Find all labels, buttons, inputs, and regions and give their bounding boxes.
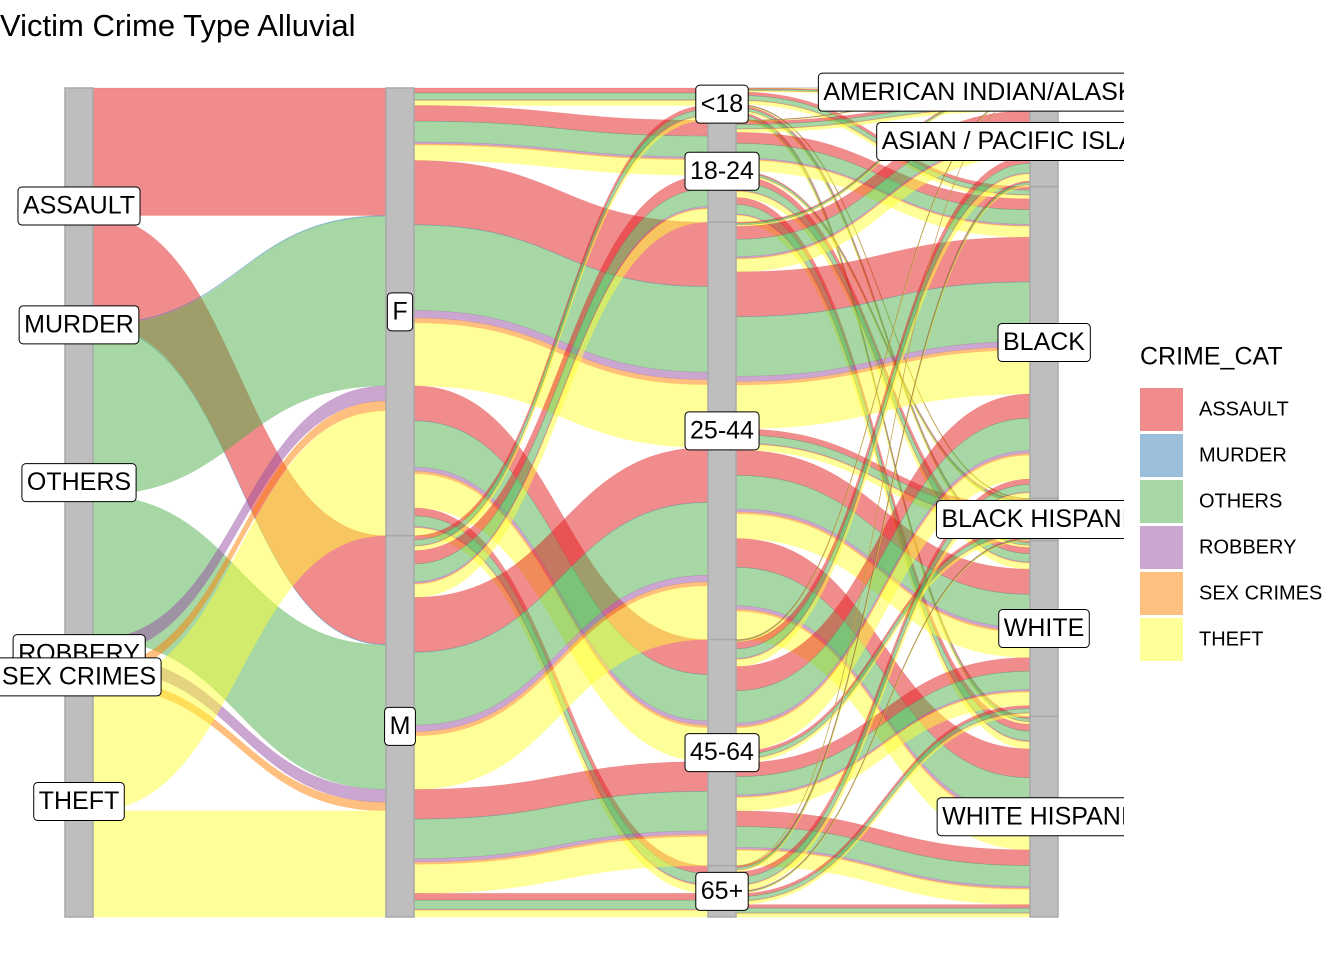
- stratum-label: ASIAN / PACIFIC ISLANDER: [876, 121, 1207, 161]
- legend-title: CRIME_CAT: [1140, 343, 1283, 371]
- stratum-label: F: [386, 292, 414, 332]
- stratum-label-text: AMERICAN INDIAN/ALASKAN NATIVE: [823, 78, 1264, 106]
- stratum-label-text: M: [390, 712, 411, 740]
- label-box: [386, 292, 414, 332]
- stratum-label: 45-64: [684, 733, 760, 773]
- stratum-label-text: 25-44: [690, 416, 754, 444]
- chart-title: Victim Crime Type Alluvial: [0, 8, 355, 43]
- stratum-label: 18-24: [684, 151, 760, 191]
- label-box: [695, 871, 749, 911]
- legend: ASSAULT MURDER OTHERS ROBBERY SEX CRIMES THEF…: [1140, 388, 1322, 661]
- label-box: [998, 609, 1090, 649]
- stratum-label-text: 65+: [701, 877, 743, 905]
- stratum-label-text: WHITE: [1004, 614, 1085, 642]
- stratum-label: THEFT: [33, 781, 125, 821]
- flow: [413, 893, 709, 901]
- legend-label: MURDER: [1199, 444, 1287, 466]
- label-box: [684, 411, 760, 451]
- flow: [413, 92, 709, 100]
- label-box: [17, 186, 141, 226]
- label-box: [18, 305, 140, 345]
- legend-swatch: [1140, 434, 1183, 477]
- label-box: [33, 781, 125, 821]
- label-box: [684, 733, 760, 773]
- label-box: [936, 797, 1124, 837]
- stratum-label-text: WHITE HISPANIC: [942, 802, 1146, 830]
- legend-label: ROBBERY: [1199, 536, 1296, 558]
- stratum-label-text: OTHERS: [27, 468, 131, 496]
- stratum-label: 65+: [695, 871, 749, 911]
- stratum-label-text: F: [392, 297, 407, 325]
- label-box: [384, 706, 416, 746]
- flow: [413, 910, 709, 918]
- stratum-label: MURDER: [18, 305, 140, 345]
- flow: [735, 907, 1031, 914]
- legend-label: ASSAULT: [1199, 398, 1289, 420]
- legend-swatch: [1140, 618, 1183, 661]
- stratum-label-text: BLACK HISPANIC: [941, 505, 1146, 533]
- label-box: [21, 463, 137, 503]
- label-box: [0, 657, 162, 697]
- stratum-label: WHITE: [998, 609, 1090, 649]
- label-box: [997, 323, 1091, 363]
- stratum-label-text: BLACK: [1003, 328, 1085, 356]
- flow: [735, 913, 1031, 918]
- legend-swatch: [1140, 572, 1183, 615]
- stratum-label: WHITE HISPANIC: [936, 797, 1146, 837]
- stratum-label: 25-44: [684, 411, 760, 451]
- legend-label: SEX CRIMES: [1199, 582, 1322, 604]
- label-box: [695, 84, 749, 124]
- stratum-label-text: 18-24: [690, 157, 754, 185]
- label-box: [684, 151, 760, 191]
- label-box: [935, 499, 1124, 539]
- label-box: [817, 72, 1124, 112]
- stratum-label: OTHERS: [21, 463, 137, 503]
- stratum-label-text: ASSAULT: [23, 192, 135, 220]
- flow: [735, 904, 1031, 909]
- flow: [92, 810, 387, 918]
- stratum-label: ASSAULT: [17, 186, 141, 226]
- legend-swatch: [1140, 388, 1183, 431]
- legend-swatch: [1140, 526, 1183, 569]
- stratum-label-text: <18: [701, 90, 743, 118]
- flow: [413, 87, 709, 94]
- flow: [413, 899, 709, 910]
- stratum-label-text: THEFT: [39, 787, 120, 815]
- legend-swatch: [1140, 480, 1183, 523]
- stratum-label-text: SEX CRIMES: [2, 662, 156, 690]
- stratum-label: BLACK HISPANIC: [935, 499, 1146, 539]
- stratum-label-text: MURDER: [24, 310, 134, 338]
- stratum-label: <18: [695, 84, 749, 124]
- flow: [413, 100, 709, 106]
- stratum-label: M: [384, 706, 416, 746]
- label-box: [876, 121, 1124, 161]
- stratum-label: AMERICAN INDIAN/ALASKAN NATIVE: [817, 72, 1264, 112]
- legend-label: THEFT: [1199, 628, 1263, 650]
- stratum-label-text: 45-64: [690, 738, 754, 766]
- stratum-label: BLACK: [997, 323, 1091, 363]
- stratum-label: SEX CRIMES: [0, 657, 162, 697]
- stratum-label-text: ASIAN / PACIFIC ISLANDER: [882, 127, 1207, 155]
- legend-label: OTHERS: [1199, 490, 1282, 512]
